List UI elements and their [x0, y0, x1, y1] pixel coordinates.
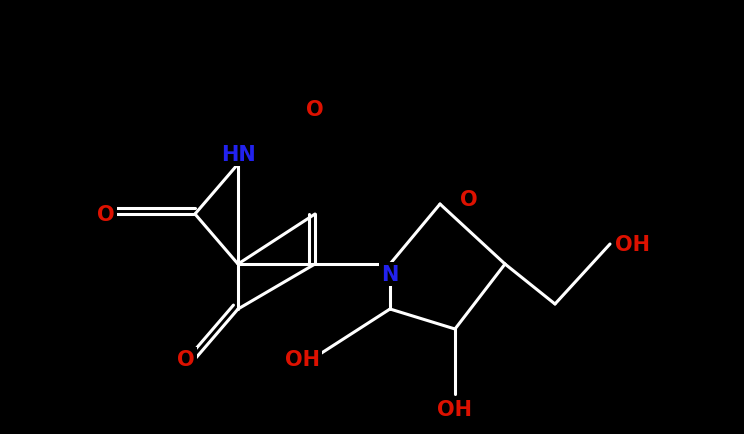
Text: O: O: [177, 349, 195, 369]
Text: OH: OH: [615, 234, 650, 254]
Text: OH: OH: [437, 399, 472, 419]
Text: N: N: [382, 264, 399, 284]
Text: HN: HN: [221, 145, 255, 164]
Text: O: O: [307, 100, 324, 120]
Text: O: O: [460, 190, 478, 210]
Text: O: O: [97, 204, 115, 224]
Text: OH: OH: [285, 349, 320, 369]
